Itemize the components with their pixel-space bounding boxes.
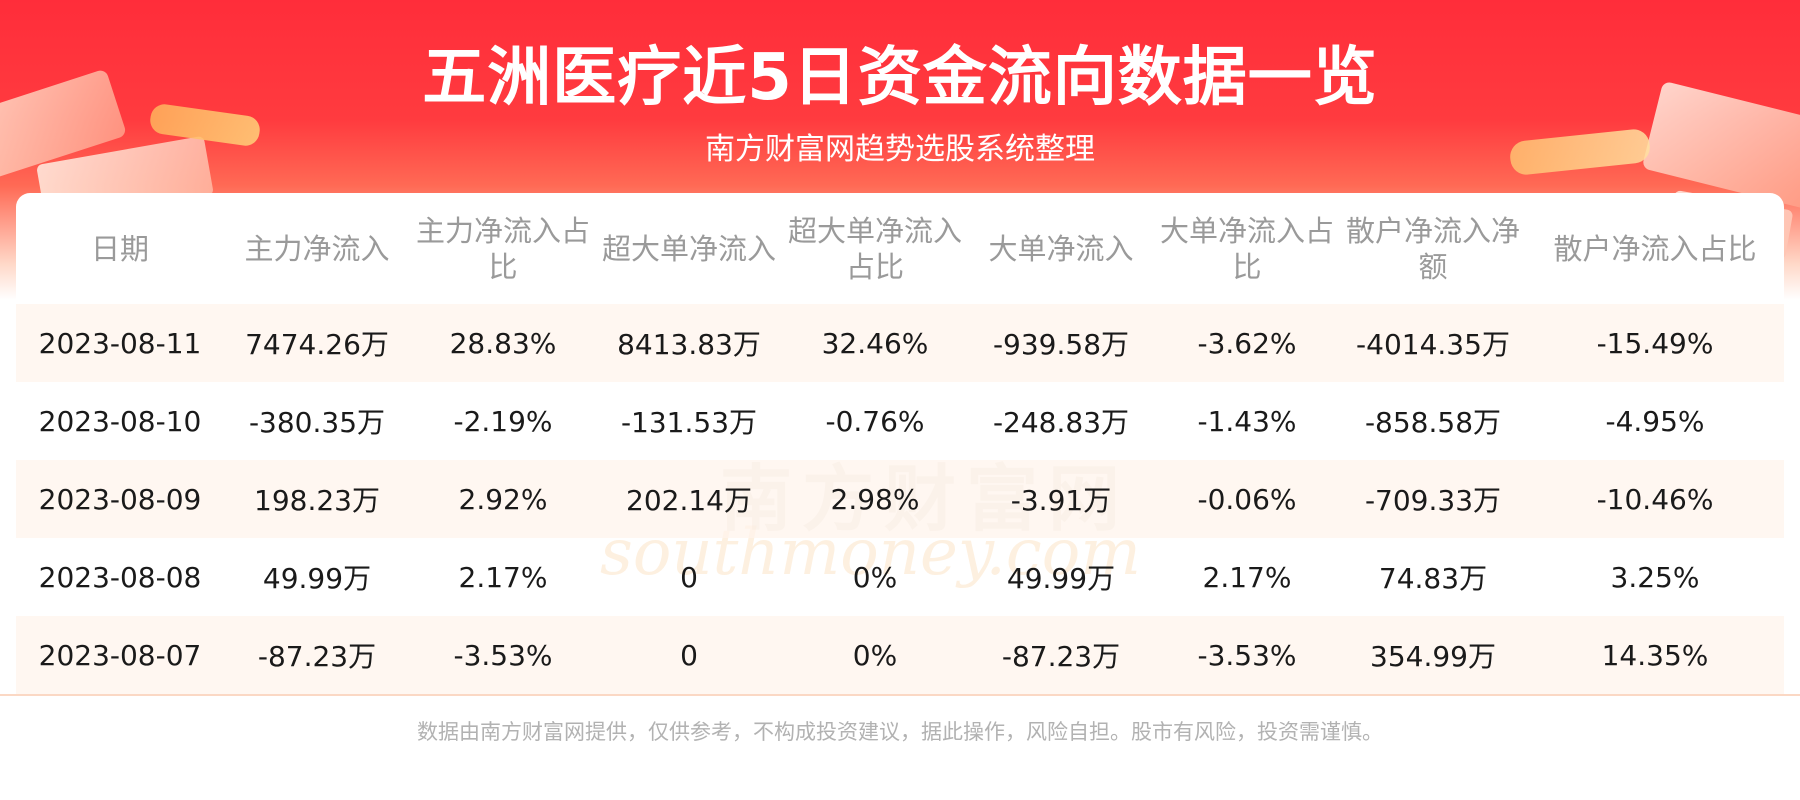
table-cell: -4014.35万	[1340, 304, 1526, 382]
table-card	[16, 193, 1784, 693]
col-header-large-ratio: 大单净流入占比	[1159, 213, 1334, 284]
table-row: 2023-08-11 7474.26万 28.83% 8413.83万 32.4…	[16, 304, 1784, 382]
table-cell: 202.14万	[596, 460, 782, 538]
table-row: 2023-08-10 -380.35万 -2.19% -131.53万 -0.7…	[16, 382, 1784, 460]
table-cell: -1.43%	[1197, 404, 1297, 438]
table-header-row: 日期 主力净流入 主力净流入占比 超大单净流入 超大单净流入占比 大单净流入 大…	[16, 193, 1784, 304]
table-cell: 2023-08-07	[16, 616, 224, 694]
table-row: 2023-08-07 -87.23万 -3.53% 0 0% -87.23万 -…	[16, 616, 1784, 694]
table-cell: -10.46%	[1526, 460, 1784, 538]
table-cell: 2.17%	[458, 560, 548, 594]
table-cell: -858.58万	[1364, 406, 1502, 439]
col-header-xl-ratio: 超大单净流入占比	[787, 213, 962, 284]
table-cell: -4.95%	[1605, 404, 1705, 438]
table-cell: -0.06%	[1154, 460, 1340, 538]
table-cell: 32.46%	[782, 304, 968, 382]
col-header-retail-ratio: 散户净流入占比	[1553, 231, 1757, 266]
table-cell: 2.98%	[782, 460, 968, 538]
table-cell: 354.99万	[1340, 616, 1526, 694]
table-cell: 74.83万	[1378, 562, 1488, 595]
table-cell: 7474.26万	[224, 304, 410, 382]
table-cell: -3.62%	[1154, 304, 1340, 382]
table-cell: -380.35万	[248, 406, 386, 439]
table-cell: 198.23万	[224, 460, 410, 538]
footer-divider	[0, 694, 1800, 696]
table-cell: 0	[596, 616, 782, 694]
table-cell: -2.19%	[453, 404, 553, 438]
table-cell: 2.92%	[410, 460, 596, 538]
table-cell: 14.35%	[1526, 616, 1784, 694]
table-cell: 2023-08-08	[38, 560, 202, 594]
table-cell: -3.53%	[1154, 616, 1340, 694]
table-cell: 2023-08-11	[16, 304, 224, 382]
col-header-xl-inflow: 超大单净流入	[601, 231, 776, 266]
col-header-main-inflow: 主力净流入	[244, 231, 390, 266]
table-cell: -709.33万	[1340, 460, 1526, 538]
table-cell: 2023-08-10	[38, 404, 202, 438]
table-cell: 49.99万	[262, 562, 372, 595]
col-header-main-ratio: 主力净流入占比	[415, 213, 590, 284]
table-cell: 8413.83万	[596, 304, 782, 382]
table-cell: 28.83%	[410, 304, 596, 382]
fund-flow-table: 日期 主力净流入 主力净流入占比 超大单净流入 超大单净流入占比 大单净流入 大…	[16, 193, 1784, 694]
col-header-large-inflow: 大单净流入	[988, 231, 1134, 266]
table-cell: 2023-08-09	[16, 460, 224, 538]
disclaimer-text: 数据由南方财富网提供，仅供参考，不构成投资建议，据此操作，风险自担。股市有风险，…	[417, 720, 1383, 744]
col-header-date: 日期	[90, 231, 149, 266]
table-cell: -3.91万	[968, 460, 1154, 538]
table-cell: 0%	[852, 560, 898, 594]
table-cell: 2.17%	[1202, 560, 1292, 594]
table-cell: 0%	[782, 616, 968, 694]
table-cell: 0	[680, 560, 698, 594]
page-title: 五洲医疗近5日资金流向数据一览	[422, 41, 1378, 115]
table-row: 2023-08-08 49.99万 2.17% 0 0% 49.99万 2.17…	[16, 538, 1784, 616]
table-cell: -131.53万	[620, 406, 758, 439]
table-cell: -87.23万	[968, 616, 1154, 694]
table-cell: -939.58万	[968, 304, 1154, 382]
table-cell: -87.23万	[224, 616, 410, 694]
table-cell: -0.76%	[825, 404, 925, 438]
table-row: 2023-08-09 198.23万 2.92% 202.14万 2.98% -…	[16, 460, 1784, 538]
table-cell: 3.25%	[1610, 560, 1700, 594]
table-cell: -248.83万	[992, 406, 1130, 439]
table-cell: 49.99万	[1006, 562, 1116, 595]
col-header-retail-inflow: 散户净流入净额	[1345, 213, 1520, 284]
table-cell: -3.53%	[410, 616, 596, 694]
table-cell: -15.49%	[1526, 304, 1784, 382]
page-subtitle: 南方财富网趋势选股系统整理	[705, 132, 1095, 167]
